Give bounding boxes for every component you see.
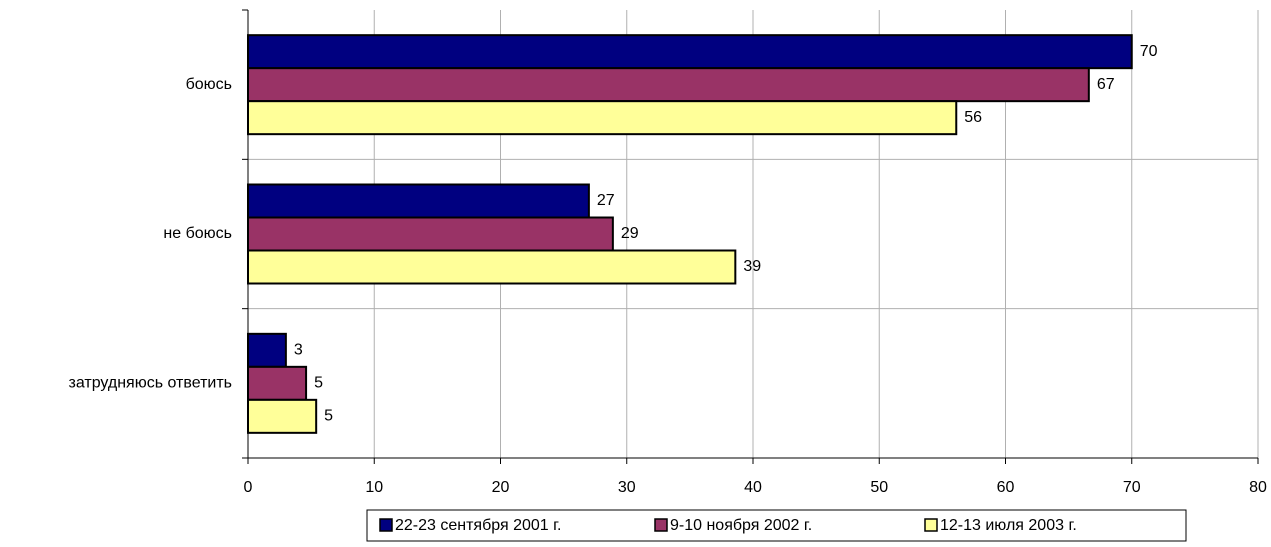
bar bbox=[247, 100, 958, 136]
data-label: 67 bbox=[1097, 76, 1115, 93]
x-tick-label: 20 bbox=[492, 479, 510, 496]
x-tick-label: 50 bbox=[870, 479, 888, 496]
x-tick-label: 40 bbox=[744, 479, 762, 496]
bar bbox=[247, 332, 287, 368]
data-label: 29 bbox=[621, 225, 639, 242]
legend-label: 22-23 сентября 2001 г. bbox=[395, 517, 561, 534]
x-tick-label: 80 bbox=[1249, 479, 1267, 496]
legend-swatch bbox=[654, 518, 668, 532]
data-label: 5 bbox=[314, 375, 323, 392]
legend-swatch bbox=[379, 518, 393, 532]
data-label: 39 bbox=[743, 258, 761, 275]
data-label: 70 bbox=[1140, 43, 1158, 60]
bar bbox=[247, 183, 590, 219]
bar bbox=[247, 67, 1090, 103]
y-tick-label: боюсь bbox=[186, 76, 232, 93]
x-tick-label: 0 bbox=[244, 479, 253, 496]
bar bbox=[247, 365, 308, 401]
y-tick-label: не боюсь bbox=[163, 225, 232, 242]
data-label: 56 bbox=[964, 109, 982, 126]
legend-label: 12-13 июля 2003 г. bbox=[940, 517, 1077, 534]
x-tick-label: 70 bbox=[1123, 479, 1141, 496]
bar bbox=[247, 249, 737, 285]
bar bbox=[247, 398, 318, 434]
x-tick-label: 30 bbox=[618, 479, 636, 496]
bar bbox=[247, 216, 614, 252]
x-tick-label: 10 bbox=[365, 479, 383, 496]
legend-label: 9-10 ноября 2002 г. bbox=[670, 517, 812, 534]
data-label: 27 bbox=[597, 192, 615, 209]
y-tick-label: затрудняюсь ответить bbox=[68, 375, 232, 392]
data-label: 5 bbox=[324, 408, 333, 425]
legend-swatch bbox=[924, 518, 938, 532]
legend-box bbox=[366, 509, 1187, 542]
data-label: 3 bbox=[294, 342, 303, 359]
bar bbox=[247, 34, 1133, 70]
x-tick-label: 60 bbox=[997, 479, 1015, 496]
